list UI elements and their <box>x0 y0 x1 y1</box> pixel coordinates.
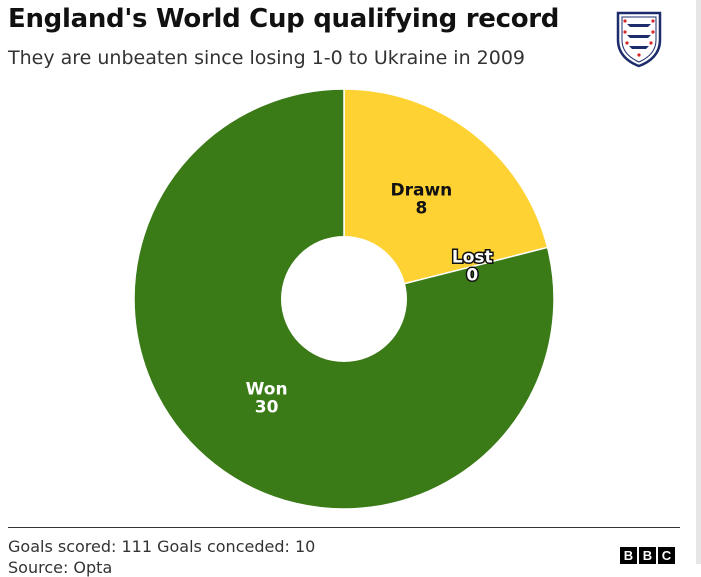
bbc-logo-block: B <box>639 547 656 564</box>
slice-label-drawn-value: 8 <box>415 199 427 219</box>
footer-divider <box>8 527 680 528</box>
donut-hole <box>281 236 407 362</box>
slice-label-lost-name: Lost <box>452 248 493 268</box>
slice-label-drawn-name: Drawn <box>391 181 453 201</box>
slice-drawn <box>343 88 549 300</box>
slice-label-won-name: Won <box>246 379 288 399</box>
slice-label-won-value: 30 <box>255 397 279 417</box>
bbc-logo-block: C <box>658 547 675 564</box>
chart-subtitle: They are unbeaten since losing 1-0 to Uk… <box>8 47 526 69</box>
slice-label-lost-value: 0 <box>466 266 478 286</box>
bbc-logo: B B C <box>620 547 675 564</box>
source-note: Source: Opta <box>8 558 113 577</box>
three-lions-crest-icon <box>616 11 662 68</box>
right-edge-bar <box>696 0 701 564</box>
goals-footnote: Goals scored: 111 Goals conceded: 10 <box>8 537 316 556</box>
chart-title: England's World Cup qualifying record <box>8 4 560 34</box>
bbc-logo-block: B <box>620 547 637 564</box>
